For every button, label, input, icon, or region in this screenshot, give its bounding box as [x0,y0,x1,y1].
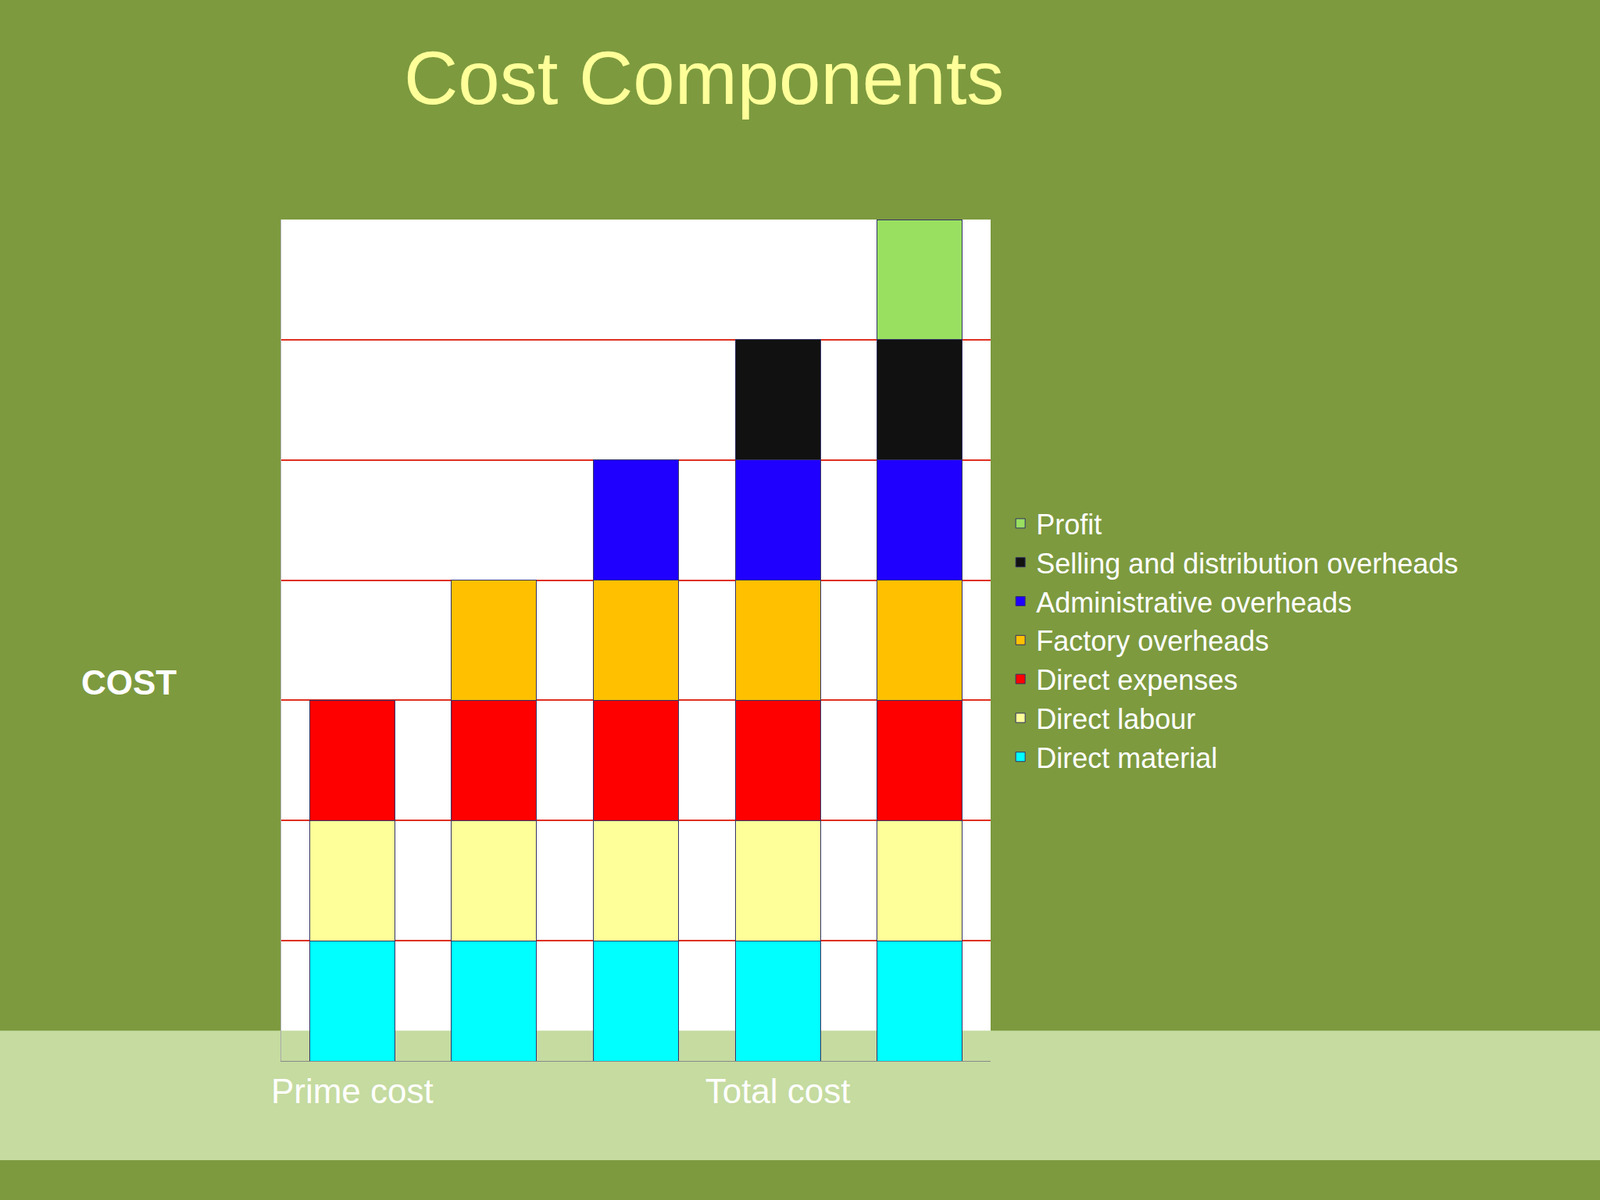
svg-text:Administrative overheads: Administrative overheads [1035,586,1352,619]
svg-text:Direct labour: Direct labour [1035,703,1196,736]
svg-text:Total cost: Total cost [705,1071,851,1111]
svg-text:COST: COST [81,663,177,702]
svg-text:Factory overheads: Factory overheads [1035,625,1269,658]
svg-text:Cost Components: Cost Components [403,35,1004,120]
svg-text:Profit: Profit [1035,508,1102,541]
svg-text:Prime cost: Prime cost [271,1071,434,1111]
svg-text:Selling and distribution overh: Selling and distribution overheads [1035,547,1458,580]
svg-text:Direct material: Direct material [1035,742,1218,775]
svg-text:Direct expenses: Direct expenses [1035,664,1238,697]
